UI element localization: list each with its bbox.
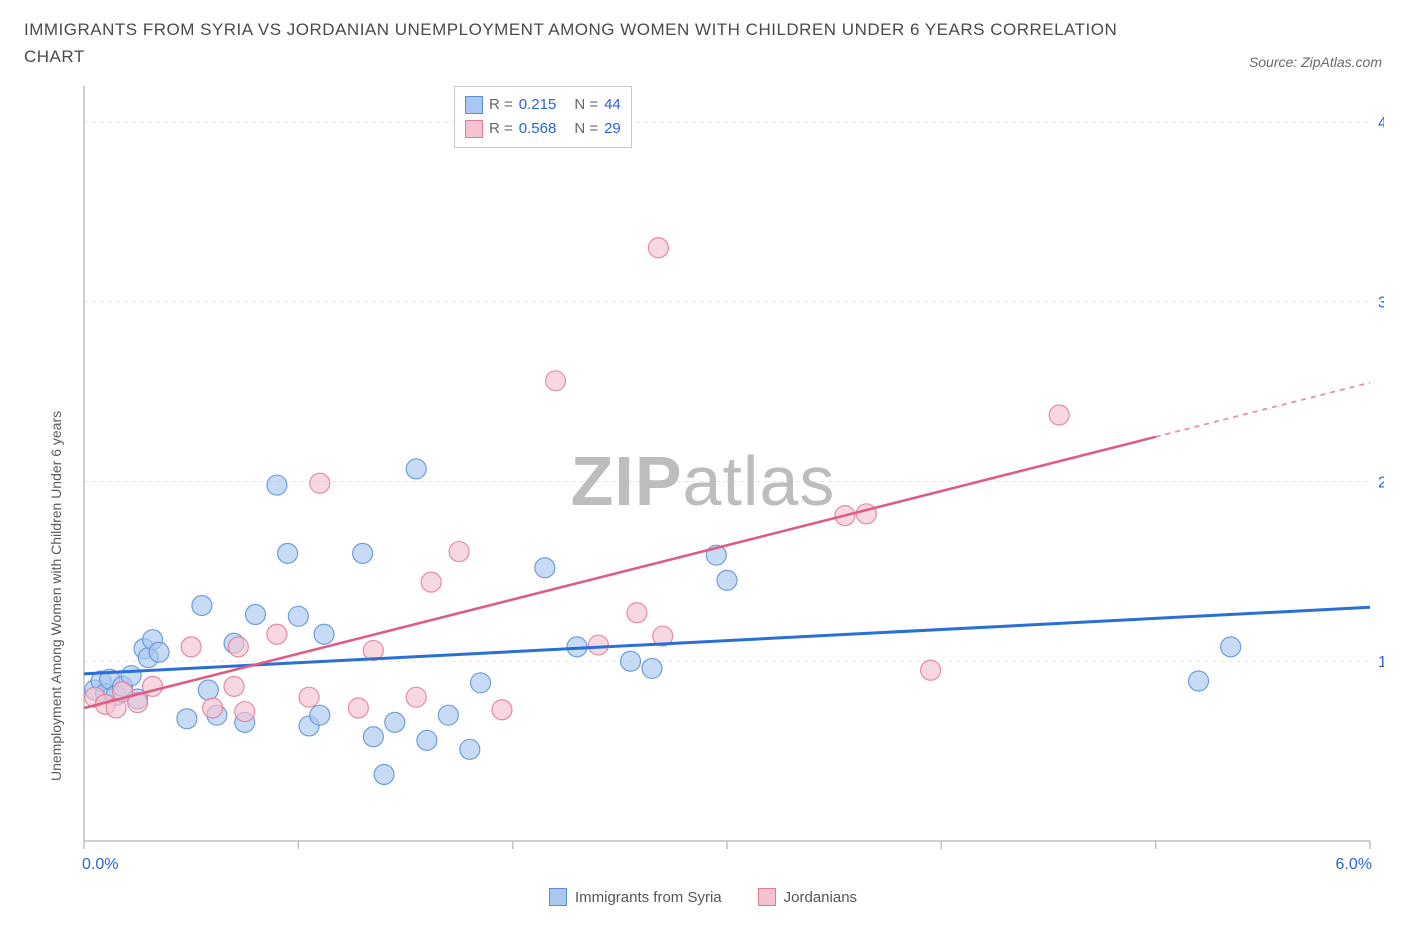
stat-r-value: 0.568 (519, 117, 557, 141)
chart-area: Unemployment Among Women with Children U… (24, 76, 1382, 886)
chart-title: IMMIGRANTS FROM SYRIA VS JORDANIAN UNEMP… (24, 16, 1144, 70)
legend-item: Jordanians (758, 888, 857, 906)
legend-item: Immigrants from Syria (549, 888, 722, 906)
svg-text:40.0%: 40.0% (1378, 115, 1384, 132)
legend-swatch (758, 888, 776, 906)
svg-text:20.0%: 20.0% (1378, 475, 1384, 492)
legend-label: Jordanians (784, 889, 857, 906)
svg-text:10.0%: 10.0% (1378, 655, 1384, 672)
stats-row: R =0.215 N =44 (465, 93, 621, 117)
stats-legend: R =0.215 N =44 R =0.568 N =29 (454, 86, 632, 148)
stat-n-label: N = (574, 93, 598, 117)
bottom-legend: Immigrants from Syria Jordanians (24, 888, 1382, 910)
svg-text:0.0%: 0.0% (82, 856, 118, 873)
legend-swatch (549, 888, 567, 906)
stat-n-value: 44 (604, 93, 621, 117)
stat-n-label: N = (574, 117, 598, 141)
series-swatch (465, 120, 483, 138)
series-swatch (465, 96, 483, 114)
stat-r-value: 0.215 (519, 93, 557, 117)
chart-source: Source: ZipAtlas.com (1249, 54, 1382, 70)
stat-r-label: R = (489, 93, 513, 117)
stat-r-label: R = (489, 117, 513, 141)
chart-header: IMMIGRANTS FROM SYRIA VS JORDANIAN UNEMP… (24, 16, 1382, 70)
scatter-chart: 0.0% 6.0% 10.0% 20.0% 30.0% 40.0% (24, 76, 1384, 886)
y-axis-title: Unemployment Among Women with Children U… (48, 411, 64, 781)
stat-n-value: 29 (604, 117, 621, 141)
legend-label: Immigrants from Syria (575, 889, 722, 906)
svg-text:6.0%: 6.0% (1336, 856, 1372, 873)
stats-row: R =0.568 N =29 (465, 117, 621, 141)
svg-text:30.0%: 30.0% (1378, 295, 1384, 312)
